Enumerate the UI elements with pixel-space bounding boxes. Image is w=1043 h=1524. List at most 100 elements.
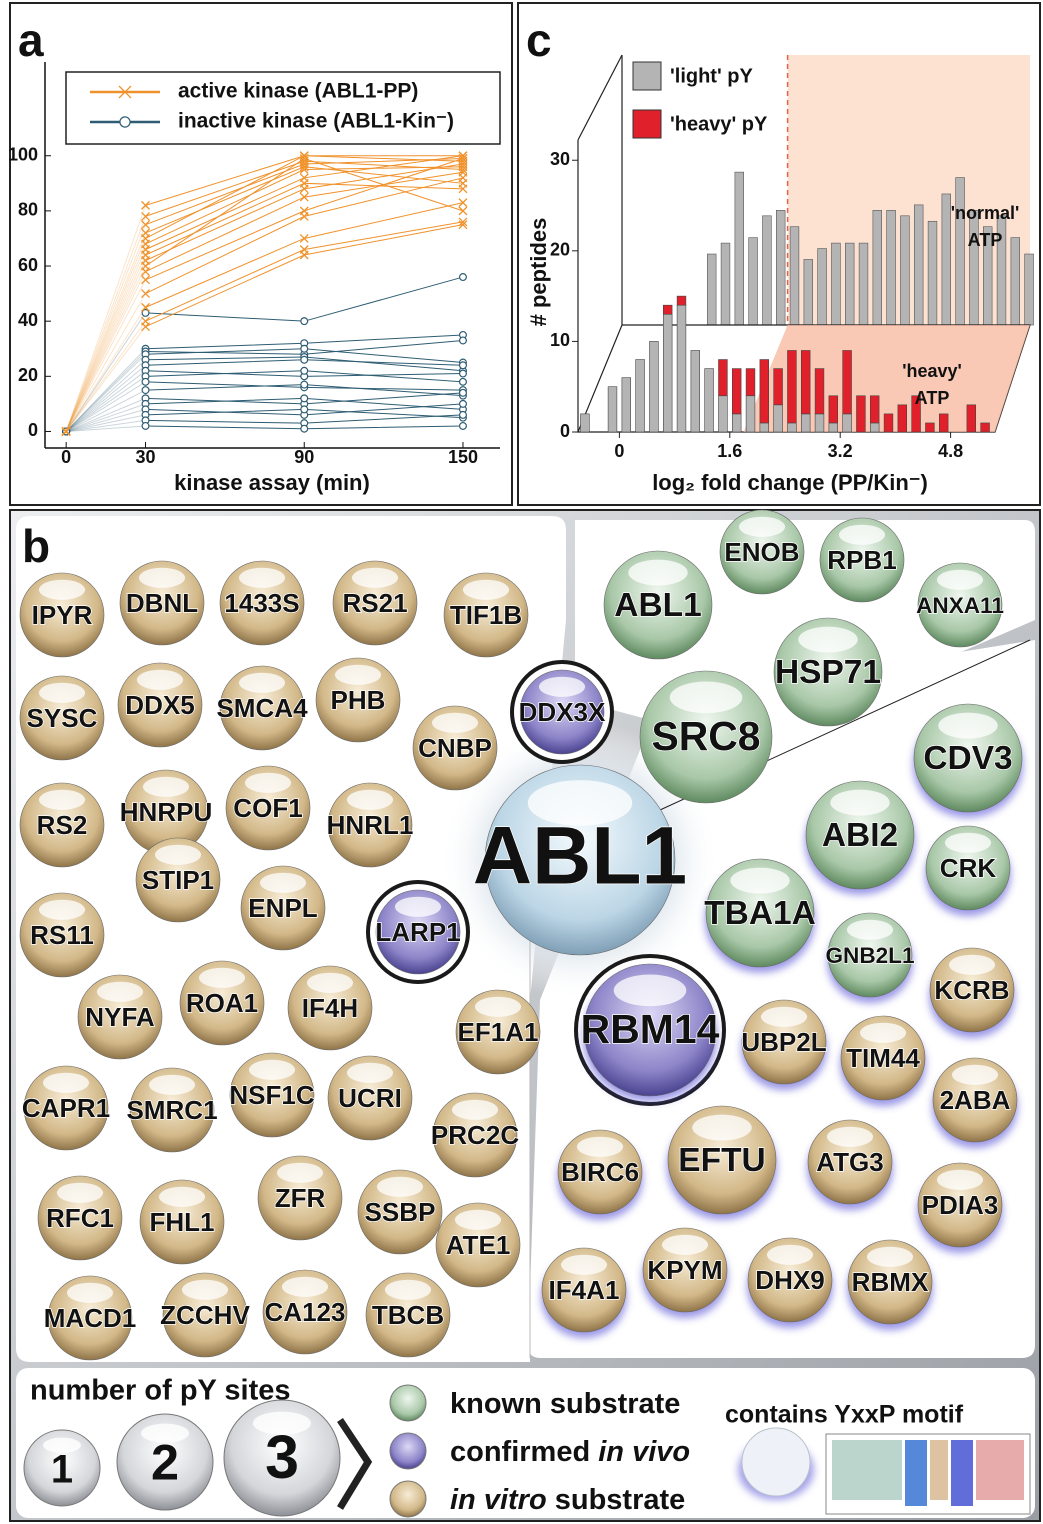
marker: [460, 400, 467, 407]
bar: [1011, 238, 1020, 325]
highlight: [260, 873, 306, 893]
marker: [301, 425, 308, 432]
highlight: [282, 1277, 328, 1297]
marker: [460, 362, 467, 369]
y-tick-label: 0: [28, 420, 38, 440]
marker: [460, 378, 467, 385]
marker: [460, 423, 467, 430]
marker: [301, 381, 308, 388]
highlight: [245, 773, 291, 793]
bar: [801, 350, 810, 413]
bubble-label: HNRPU: [120, 797, 213, 827]
highlight: [57, 1183, 103, 1203]
bar: [857, 396, 866, 432]
bar: [721, 243, 730, 325]
bubble-label: CAPR1: [22, 1093, 110, 1123]
bubble-label: GNB2L1: [825, 943, 914, 968]
legend-label-part: in vivo: [598, 1436, 690, 1468]
bar: [967, 405, 976, 432]
bar: [763, 216, 772, 325]
bubble-label: DDX3X: [519, 697, 606, 727]
bar: [774, 405, 783, 432]
marker: [301, 356, 308, 363]
highlight: [43, 1073, 89, 1093]
highlight: [937, 1170, 983, 1190]
marker: [142, 378, 149, 385]
highlight: [307, 973, 353, 993]
x-tick-label: 0: [614, 441, 624, 461]
marker: [301, 395, 308, 402]
bubble-label: TIF1B: [450, 600, 522, 630]
y-tick-label: 20: [18, 365, 38, 385]
bar: [663, 314, 672, 432]
bubble-label: COF1: [233, 793, 302, 823]
highlight: [239, 568, 285, 588]
bar: [859, 243, 868, 325]
legend-label: confirmed in vivo: [450, 1436, 690, 1468]
bar: [608, 387, 617, 432]
legend-label-part: in vitro: [450, 1484, 547, 1516]
bubble-label: ZFR: [275, 1183, 326, 1213]
highlight: [945, 833, 991, 853]
legend-swatch: [633, 62, 661, 90]
highlight: [938, 713, 997, 739]
bar: [870, 423, 879, 432]
bubble-label: IF4A1: [549, 1275, 620, 1305]
bubble-label: TBA1A: [704, 895, 816, 932]
bar: [914, 205, 923, 325]
highlight: [39, 580, 85, 600]
bubble-label: TIM44: [846, 1043, 920, 1073]
highlight: [385, 1280, 431, 1300]
bubble-label: RS11: [30, 920, 94, 950]
legend-dot: [390, 1385, 426, 1421]
bubble-label: IPYR: [32, 600, 93, 630]
bubble-label: HNRL1: [327, 810, 414, 840]
highlight: [155, 845, 201, 865]
bubble-label: IF4H: [302, 993, 358, 1023]
y-tick-label: 40: [18, 310, 38, 330]
bar: [939, 414, 948, 432]
bubble-label: CNBP: [418, 733, 492, 763]
bubble-label: SYSC: [27, 703, 98, 733]
bubble-label: PRC2C: [431, 1120, 519, 1150]
y-tick-label: 100: [8, 144, 38, 164]
highlight: [67, 1283, 113, 1303]
highlight: [628, 560, 687, 586]
bar: [746, 396, 755, 432]
highlight: [137, 670, 183, 690]
y-tick-label: 20: [550, 240, 570, 260]
bar: [970, 210, 979, 325]
marker: [120, 117, 130, 127]
bubble-label: ATE1: [446, 1230, 511, 1260]
legend-dot: [390, 1433, 426, 1469]
bubble-label: NYFA: [85, 1002, 155, 1032]
bar: [705, 369, 714, 432]
y-tick-label: 0: [560, 421, 570, 441]
x-tick-label: 90: [294, 447, 314, 467]
highlight: [39, 683, 85, 703]
highlight: [352, 568, 398, 588]
legend-label: contains YxxP motif: [725, 1401, 964, 1429]
bar: [776, 210, 785, 325]
bar: [663, 305, 672, 314]
x-axis-label: log₂ fold change (PP/Kin⁻): [652, 470, 928, 495]
highlight: [952, 1065, 998, 1085]
bar: [760, 360, 769, 423]
bar: [845, 243, 854, 325]
highlight: [692, 1115, 751, 1141]
bubble-label: SSBP: [365, 1197, 436, 1227]
marker: [460, 412, 467, 419]
highlight: [239, 673, 285, 693]
legend-label-part: substrate: [547, 1484, 686, 1516]
bubble-label: DDX5: [125, 690, 194, 720]
highlight: [739, 517, 785, 537]
bubble-label: TBCB: [372, 1300, 444, 1330]
highlight: [39, 900, 85, 920]
bar: [774, 369, 783, 405]
marker: [301, 406, 308, 413]
bubble-label: UCRI: [338, 1083, 402, 1113]
highlight: [452, 1100, 498, 1120]
bubble-label: SRC8: [651, 713, 760, 759]
highlight: [839, 525, 885, 545]
bar: [760, 423, 769, 432]
